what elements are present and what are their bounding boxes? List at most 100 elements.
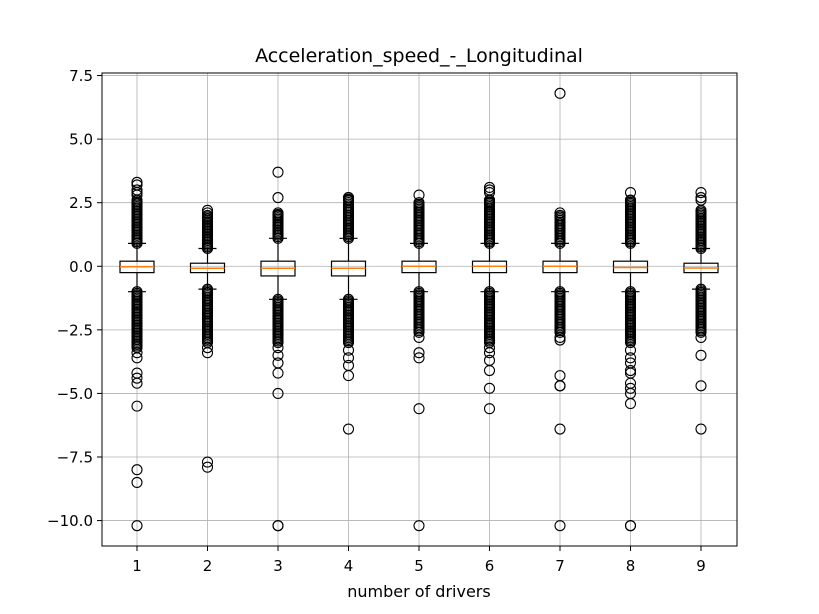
- outlier-point: [624, 520, 637, 532]
- outlier-point: [483, 403, 496, 415]
- outlier-point: [201, 207, 214, 219]
- y-tick-label: −2.5: [57, 321, 93, 339]
- box-group-9: [683, 186, 719, 435]
- outlier-point: [131, 186, 143, 199]
- outlier-point: [554, 380, 566, 392]
- x-tick-label: 7: [555, 557, 565, 575]
- outlier-point: [272, 520, 284, 532]
- upper-outlier: [272, 207, 284, 219]
- outlier-point: [131, 476, 143, 488]
- axis-layer: 7.5 5.0 2.5 0.0 −2.5 −5.0 −7.5 −10.0 1 2 3 4 5 6 7 8 9: [47, 67, 706, 575]
- y-tick-label: 5.0: [69, 131, 93, 149]
- outlier-point: [695, 380, 707, 392]
- outlier-point: [131, 520, 143, 532]
- outlier-point: [624, 364, 637, 377]
- outlier-point: [201, 456, 214, 468]
- x-tick-label: 5: [414, 557, 424, 575]
- outlier-point: [413, 403, 425, 415]
- box-group-3: [260, 166, 296, 532]
- outlier-point: [413, 331, 425, 344]
- outlier-point: [272, 367, 284, 379]
- outlier-point: [131, 184, 143, 196]
- box-group-8: [612, 186, 649, 532]
- box-group-6: [471, 181, 508, 415]
- outlier-point: [201, 342, 214, 354]
- outlier-point: [413, 352, 425, 364]
- outlier-point: [131, 347, 143, 359]
- data-layer: [119, 87, 719, 532]
- box-group-4: [330, 192, 367, 435]
- y-tick-label: 0.0: [69, 258, 93, 276]
- outlier-point: [554, 423, 566, 435]
- outlier-point: [554, 209, 566, 221]
- y-tick-label: −5.0: [57, 385, 93, 403]
- outlier-point: [624, 344, 637, 356]
- outlier-point: [483, 197, 496, 209]
- outlier-point: [342, 192, 355, 204]
- outlier-point: [483, 181, 496, 193]
- x-tick-label: 2: [203, 557, 213, 575]
- outlier-point: [342, 352, 355, 364]
- outlier-point: [272, 209, 284, 221]
- outlier-point: [342, 344, 355, 356]
- outlier-point: [695, 192, 707, 204]
- outlier-point: [695, 186, 707, 199]
- outlier-point: [483, 342, 496, 354]
- outlier-point: [624, 398, 637, 410]
- box-group-1: [119, 176, 155, 532]
- y-tick-label: −7.5: [57, 448, 93, 466]
- outlier-point: [483, 194, 496, 206]
- y-tick-label: 7.5: [69, 67, 93, 85]
- outlier-point: [554, 520, 566, 532]
- outlier-point: [695, 423, 707, 435]
- x-tick-label: 9: [696, 557, 706, 575]
- x-tick-label: 8: [626, 557, 636, 575]
- x-axis-label: number of drivers: [347, 582, 490, 601]
- outlier-point: [131, 189, 143, 201]
- outlier-point: [342, 370, 355, 382]
- outlier-point: [413, 347, 425, 359]
- outlier-point: [272, 166, 284, 178]
- outlier-point: [342, 423, 355, 435]
- outlier-point: [201, 347, 214, 359]
- outlier-point: [413, 520, 425, 532]
- x-tick-label: 6: [485, 557, 495, 575]
- y-tick-label: −10.0: [47, 512, 93, 530]
- outlier-point: [272, 342, 284, 354]
- outlier-point: [624, 352, 637, 364]
- outlier-point: [483, 382, 496, 394]
- outlier-point: [554, 331, 566, 344]
- outlier-point: [413, 189, 425, 201]
- outlier-point: [624, 194, 637, 206]
- outlier-point: [695, 194, 707, 206]
- y-tick-label: 2.5: [69, 194, 93, 212]
- outlier-point: [131, 400, 143, 412]
- upper-outlier: [201, 209, 214, 221]
- outlier-point: [201, 204, 214, 216]
- box-group-2: [189, 204, 226, 473]
- outlier-point: [554, 87, 566, 99]
- box-group-7: [542, 87, 578, 532]
- x-tick-label: 4: [344, 557, 354, 575]
- outlier-point: [483, 364, 496, 377]
- outlier-point: [272, 349, 284, 361]
- upper-outlier: [413, 197, 425, 209]
- outlier-point: [131, 352, 143, 364]
- outlier-point: [695, 349, 707, 361]
- chart-title: Acceleration_speed_-_Longitudinal: [255, 45, 583, 67]
- outlier-point: [554, 207, 566, 219]
- outlier-point: [483, 347, 496, 359]
- outlier-point: [131, 464, 143, 476]
- outlier-point: [131, 372, 143, 384]
- outlier-point: [624, 382, 637, 394]
- outlier-point: [272, 192, 284, 204]
- outlier-point: [272, 387, 284, 399]
- outlier-point: [201, 461, 214, 473]
- outlier-point: [342, 194, 355, 206]
- x-tick-label: 1: [132, 557, 142, 575]
- outlier-point: [554, 334, 566, 346]
- x-tick-label: 3: [273, 557, 283, 575]
- outlier-point: [624, 186, 637, 199]
- box-group-5: [401, 189, 437, 532]
